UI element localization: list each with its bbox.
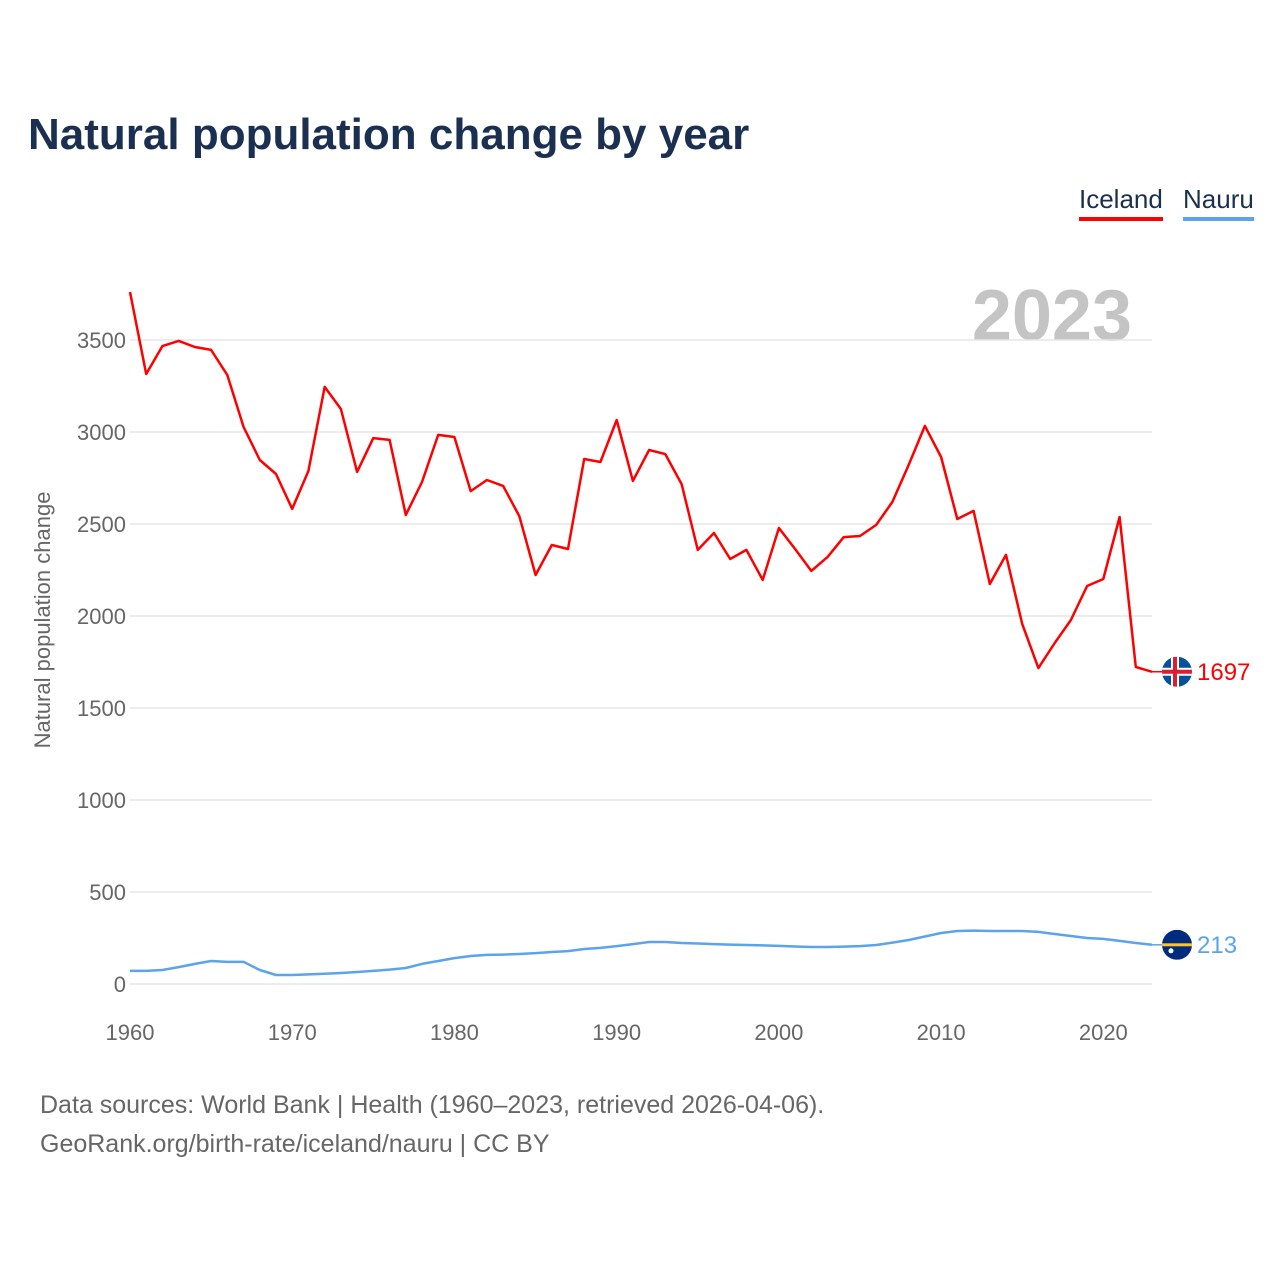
x-tick-label: 2000: [754, 1020, 803, 1045]
x-tick-label: 1970: [268, 1020, 317, 1045]
x-tick-label: 1980: [430, 1020, 479, 1045]
nauru-flag-icon: [1162, 929, 1192, 960]
end-value-label-nauru: 213: [1197, 932, 1237, 959]
y-tick-label: 2500: [77, 512, 126, 537]
attribution-link[interactable]: GeoRank.org/birth-rate/iceland/nauru | C…: [40, 1130, 550, 1158]
source-text: Data sources: World Bank | Health (1960–…: [40, 1091, 825, 1119]
y-tick-label: 1500: [77, 696, 126, 721]
x-tick-label: 2020: [1079, 1020, 1128, 1045]
chart-title: Natural population change by year: [28, 110, 750, 159]
y-axis-label: Natural population change: [30, 492, 55, 749]
x-tick-label: 1960: [106, 1020, 155, 1045]
y-tick-label: 2000: [77, 604, 126, 629]
legend-nauru[interactable]: Nauru: [1183, 184, 1254, 221]
year-watermark: 2023: [972, 276, 1132, 356]
x-tick-label: 1990: [592, 1020, 641, 1045]
y-tick-label: 3000: [77, 420, 126, 445]
end-value-label-iceland: 1697: [1197, 659, 1250, 686]
y-tick-label: 1000: [77, 788, 126, 813]
y-tick-label: 0: [114, 972, 126, 997]
legend-iceland[interactable]: Iceland: [1079, 184, 1163, 221]
series-line-iceland: [128, 291, 1153, 673]
y-tick-label: 3500: [77, 328, 126, 353]
footer: Data sources: World Bank | Health (1960–…: [40, 1086, 824, 1164]
iceland-flag-icon: [1162, 656, 1192, 687]
x-tick-label: 2010: [917, 1020, 966, 1045]
y-tick-label: 500: [89, 880, 126, 905]
series-line-nauru: [130, 929, 1153, 977]
